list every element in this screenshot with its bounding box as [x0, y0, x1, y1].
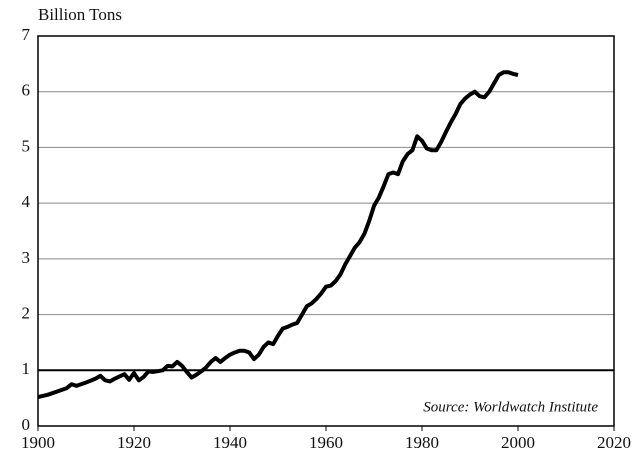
x-tick-label: 1980	[405, 433, 439, 452]
x-tick-label: 1960	[309, 433, 343, 452]
y-tick-label: 1	[22, 359, 31, 378]
y-tick-label: 4	[22, 192, 31, 211]
data-line	[37, 70, 519, 399]
annotation: Source: Worldwatch Institute	[423, 399, 598, 415]
plot-frame	[37, 35, 615, 427]
y-tick-label: 5	[22, 136, 31, 155]
y-tick-label: 3	[22, 248, 31, 267]
y-tick-label: 2	[22, 303, 31, 322]
x-tick-label: 2020	[597, 433, 631, 452]
x-tick-label: 1900	[21, 433, 55, 452]
y-tick-label: 0	[22, 415, 31, 434]
x-tick-label: 1940	[213, 433, 247, 452]
x-tick-label: 2000	[501, 433, 535, 452]
y-tick-label: 6	[22, 81, 31, 100]
x-tick-label: 1920	[117, 433, 151, 452]
y-axis-title: Billion Tons	[38, 5, 122, 24]
y-tick-label: 7	[22, 25, 31, 44]
